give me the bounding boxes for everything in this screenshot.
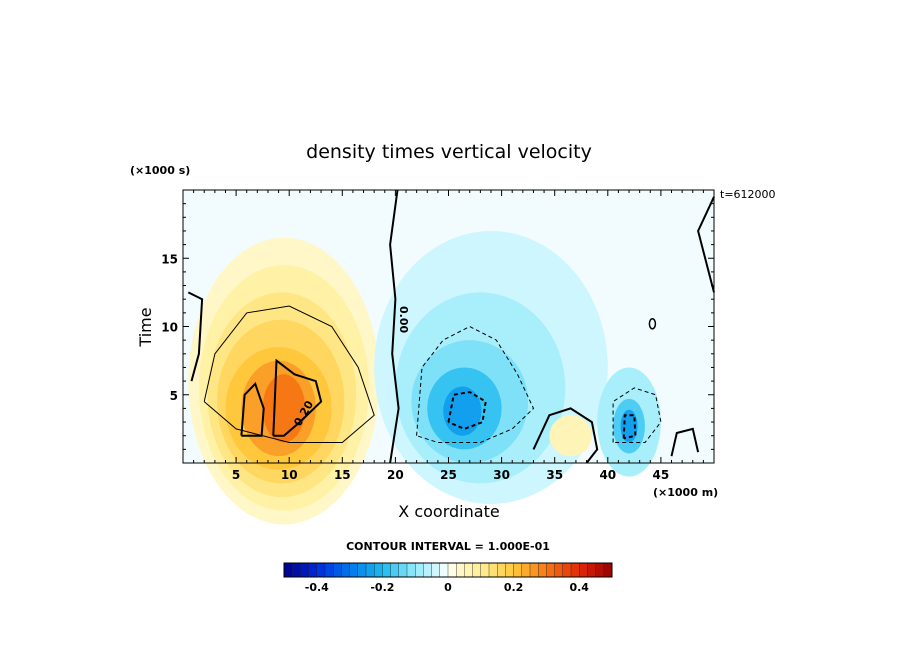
x-axis-label: X coordinate	[398, 502, 499, 521]
contour-0.2	[272, 358, 323, 437]
shading-band	[620, 409, 638, 443]
contour-small-loop	[648, 318, 657, 330]
contour-label-zero: 0.00	[397, 306, 410, 333]
colorbar-tick-label: -0.2	[370, 581, 394, 594]
plot-area: 5 10 15 20 25 30 35 40 45 5 10 15	[161, 189, 715, 525]
colorbar-cell	[374, 562, 383, 578]
colorbar-cell	[538, 562, 547, 578]
colorbar-cell	[562, 562, 572, 578]
colorbar-cell	[406, 562, 416, 578]
contour-0.1	[203, 305, 375, 443]
zero-contour	[532, 407, 599, 464]
colorbar-cell	[357, 562, 367, 578]
colorbar-cell	[283, 562, 293, 578]
x-tick-label: 25	[440, 468, 457, 482]
colorbar-cell	[333, 562, 342, 578]
colorbar-cell	[447, 562, 457, 578]
colorbar-cell	[324, 562, 334, 578]
contour-interval-text: CONTOUR INTERVAL = 1.000E-01	[346, 540, 550, 553]
colorbar-cell	[300, 562, 310, 578]
colorbar-tick-label: 0.2	[504, 581, 524, 594]
colorbar-cell	[398, 562, 408, 578]
colorbar-cell	[595, 562, 605, 578]
colorbar-cell	[505, 562, 515, 578]
colorbar-tick-label: 0.4	[569, 581, 589, 594]
colorbar-tick-label: 0	[444, 581, 452, 594]
x-tick-label: 30	[493, 468, 510, 482]
colorbar-frame	[283, 562, 613, 578]
colorbar-cell	[546, 562, 556, 578]
colorbar-cell	[431, 562, 441, 578]
contour-layer	[187, 189, 715, 464]
colorbar-cell	[390, 562, 400, 578]
x-tick-label: 40	[599, 468, 616, 482]
colorbar-cell	[497, 562, 506, 578]
y-unit-label: (×1000 s)	[130, 164, 190, 177]
colorbar-cell	[529, 562, 539, 578]
colorbar-cell	[341, 562, 351, 578]
chart-title: density times vertical velocity	[306, 141, 592, 163]
zero-contour	[697, 196, 715, 293]
zero-contour	[389, 189, 400, 464]
x-tick-label: 10	[281, 468, 298, 482]
colorbar-cell	[365, 562, 375, 578]
colorbar-cell	[308, 562, 318, 578]
x-unit-label: (×1000 m)	[653, 486, 718, 499]
colorbar-cell	[415, 562, 424, 578]
colorbar-cell	[464, 562, 474, 578]
colorbar-cell	[382, 562, 392, 578]
contour-neg-0.1	[416, 325, 535, 443]
colorbar-cell	[349, 562, 359, 578]
zero-contour	[670, 427, 700, 457]
colorbar-cell	[570, 562, 580, 578]
x-tick-label: 20	[387, 468, 404, 482]
y-tick-label: 5	[170, 389, 178, 403]
contour-neg-0.2	[622, 414, 637, 440]
colorbar-cell	[316, 562, 326, 578]
colorbar-cell	[472, 562, 482, 578]
colorbar-cell	[292, 562, 301, 578]
colorbar-cell	[423, 562, 433, 578]
colorbar-cell	[488, 562, 498, 578]
zero-contour	[187, 291, 204, 382]
colorbar-cell	[579, 562, 588, 578]
colorbar-cell	[521, 562, 531, 578]
x-tick-label: 15	[334, 468, 351, 482]
time-stamp: t=612000	[720, 188, 776, 201]
colorbar-cell	[587, 562, 597, 578]
contour-0.2	[240, 381, 265, 437]
colorbar: -0.4 -0.2 0 0.2 0.4	[283, 562, 613, 594]
y-tick-label: 15	[161, 252, 178, 266]
colorbar-cell	[480, 562, 490, 578]
colorbar-cell	[603, 562, 613, 578]
x-tick-label: 5	[232, 468, 240, 482]
y-tick-label: 10	[161, 321, 178, 335]
x-tick-label: 35	[546, 468, 563, 482]
axis-ticks: 5 10 15 20 25 30 35 40 45 5 10 15	[161, 190, 714, 482]
colorbar-tick-label: -0.4	[305, 581, 329, 594]
shading-band	[549, 415, 592, 457]
contour-neg-0.1	[612, 387, 662, 443]
colorbar-cell	[513, 562, 523, 578]
colorbar-cell	[439, 562, 449, 578]
colorbar-cell	[554, 562, 564, 578]
y-axis-label: Time	[136, 307, 155, 347]
color-fill-layer	[188, 230, 661, 525]
x-tick-label: 45	[653, 468, 670, 482]
colorbar-cell	[456, 562, 465, 578]
